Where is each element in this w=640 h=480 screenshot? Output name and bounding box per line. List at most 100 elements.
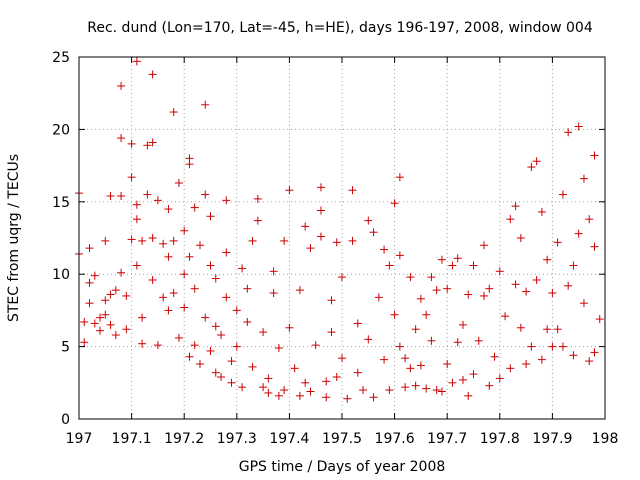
data-point bbox=[316, 232, 325, 241]
data-point bbox=[390, 310, 399, 319]
data-point bbox=[495, 374, 504, 383]
data-point bbox=[111, 331, 120, 340]
y-tick-label: 15 bbox=[52, 195, 70, 211]
data-point bbox=[406, 364, 415, 373]
data-point bbox=[327, 296, 336, 305]
data-point bbox=[295, 391, 304, 400]
data-point bbox=[422, 310, 431, 319]
data-point bbox=[427, 336, 436, 345]
data-point bbox=[280, 386, 289, 395]
data-point bbox=[138, 339, 147, 348]
data-point bbox=[569, 261, 578, 270]
data-point bbox=[190, 284, 199, 293]
data-point bbox=[211, 274, 220, 283]
x-tick-label: 197.6 bbox=[375, 431, 415, 447]
data-point bbox=[106, 320, 115, 329]
data-point bbox=[490, 352, 499, 361]
data-point bbox=[443, 284, 452, 293]
data-point bbox=[569, 351, 578, 360]
data-point bbox=[579, 299, 588, 308]
data-point bbox=[522, 359, 531, 368]
data-point bbox=[579, 174, 588, 183]
data-point bbox=[522, 287, 531, 296]
data-point bbox=[264, 388, 273, 397]
data-point bbox=[464, 290, 473, 299]
data-point bbox=[401, 354, 410, 363]
data-point bbox=[564, 281, 573, 290]
x-tick-label: 197.5 bbox=[322, 431, 362, 447]
data-point bbox=[338, 354, 346, 363]
y-tick-label: 5 bbox=[61, 340, 70, 356]
data-point bbox=[101, 236, 110, 245]
data-point bbox=[364, 216, 373, 225]
data-point bbox=[132, 200, 141, 209]
data-point bbox=[527, 342, 536, 351]
data-point bbox=[406, 273, 415, 282]
data-point bbox=[222, 293, 231, 302]
data-point bbox=[80, 317, 89, 326]
data-point bbox=[443, 359, 452, 368]
data-point bbox=[422, 384, 431, 393]
data-point bbox=[553, 325, 562, 334]
data-point bbox=[395, 251, 404, 260]
data-point bbox=[206, 346, 215, 355]
data-point bbox=[222, 248, 231, 257]
data-point bbox=[316, 206, 325, 215]
data-point bbox=[290, 364, 299, 373]
data-point bbox=[506, 364, 515, 373]
data-point bbox=[159, 293, 168, 302]
data-point bbox=[316, 183, 325, 192]
data-point bbox=[306, 244, 315, 253]
data-point bbox=[380, 355, 389, 364]
data-point bbox=[232, 342, 241, 351]
data-point bbox=[117, 81, 126, 90]
data-point bbox=[211, 322, 220, 331]
data-point bbox=[437, 255, 446, 264]
data-point bbox=[185, 252, 194, 261]
data-point bbox=[543, 325, 552, 334]
data-point bbox=[274, 344, 283, 353]
data-point bbox=[195, 359, 204, 368]
data-point bbox=[585, 357, 594, 366]
data-point bbox=[543, 255, 552, 264]
data-point bbox=[201, 100, 210, 109]
data-point bbox=[222, 196, 231, 205]
data-point bbox=[211, 368, 220, 377]
y-tick-label: 0 bbox=[61, 412, 70, 428]
data-point bbox=[437, 387, 446, 396]
data-point bbox=[143, 141, 152, 150]
data-point bbox=[96, 326, 105, 335]
data-point bbox=[322, 377, 331, 386]
data-point bbox=[185, 352, 194, 361]
data-point bbox=[117, 134, 126, 143]
data-point bbox=[506, 215, 515, 224]
data-point bbox=[395, 342, 404, 351]
data-point bbox=[132, 215, 141, 224]
data-point bbox=[264, 374, 273, 383]
data-point bbox=[190, 203, 199, 212]
data-point bbox=[353, 368, 362, 377]
x-tick-label: 197.1 bbox=[112, 431, 152, 447]
data-point bbox=[174, 178, 183, 187]
x-tick-label: 197.8 bbox=[480, 431, 520, 447]
data-point bbox=[458, 320, 467, 329]
data-point bbox=[590, 242, 599, 251]
data-point bbox=[201, 190, 210, 199]
data-point bbox=[311, 341, 320, 350]
data-point bbox=[327, 328, 336, 337]
data-point bbox=[301, 222, 310, 231]
data-point bbox=[201, 313, 210, 322]
data-point bbox=[80, 338, 89, 347]
data-point bbox=[164, 252, 173, 261]
data-point bbox=[148, 138, 157, 147]
data-point bbox=[537, 355, 546, 364]
data-point bbox=[485, 284, 494, 293]
data-point bbox=[369, 228, 378, 237]
data-point bbox=[90, 319, 99, 328]
data-point bbox=[259, 328, 268, 337]
data-point bbox=[253, 216, 262, 225]
data-point bbox=[232, 306, 241, 315]
data-point bbox=[148, 275, 157, 284]
data-point bbox=[132, 57, 141, 66]
data-point bbox=[274, 391, 283, 400]
